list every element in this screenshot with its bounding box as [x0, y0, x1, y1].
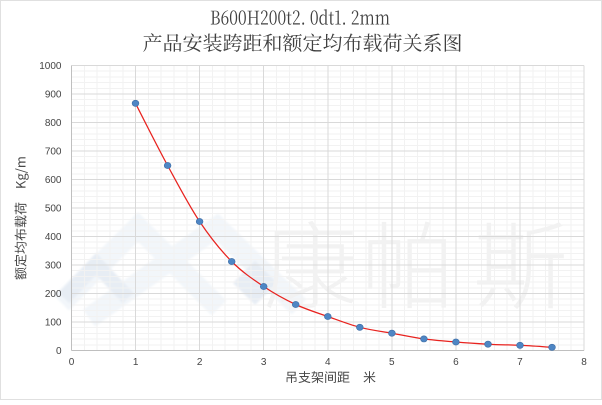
svg-text:900: 900 [45, 90, 62, 101]
svg-text:2: 2 [197, 357, 203, 368]
svg-text:100: 100 [45, 318, 62, 329]
svg-text:8: 8 [581, 357, 587, 368]
svg-text:700: 700 [45, 147, 62, 158]
svg-text:1: 1 [133, 357, 139, 368]
svg-text:0: 0 [56, 346, 62, 357]
svg-text:1000: 1000 [39, 61, 62, 72]
svg-text:400: 400 [45, 232, 62, 243]
svg-text:7: 7 [517, 357, 523, 368]
svg-text:800: 800 [45, 118, 62, 129]
svg-text:600: 600 [45, 175, 62, 186]
svg-text:300: 300 [45, 261, 62, 272]
svg-text:500: 500 [45, 204, 62, 215]
svg-text:200: 200 [45, 289, 62, 300]
svg-text:6: 6 [453, 357, 459, 368]
svg-text:3: 3 [261, 357, 267, 368]
svg-text:5: 5 [389, 357, 395, 368]
svg-text:4: 4 [325, 357, 331, 368]
svg-text:0: 0 [69, 357, 75, 368]
